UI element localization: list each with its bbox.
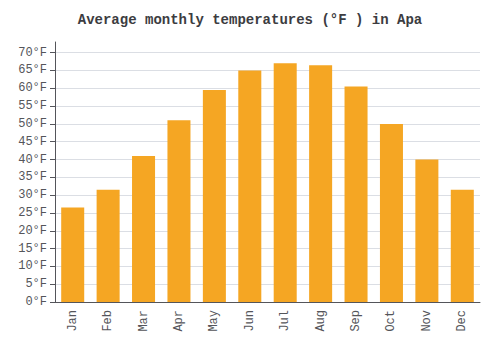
svg-text:70°F: 70°F bbox=[18, 46, 47, 60]
svg-text:Mar: Mar bbox=[137, 310, 151, 332]
svg-text:0°F: 0°F bbox=[25, 295, 47, 309]
svg-text:Nov: Nov bbox=[420, 310, 434, 332]
svg-text:Feb: Feb bbox=[101, 310, 115, 332]
svg-text:55°F: 55°F bbox=[18, 99, 47, 113]
svg-text:15°F: 15°F bbox=[18, 242, 47, 256]
svg-text:35°F: 35°F bbox=[18, 170, 47, 184]
svg-text:Aug: Aug bbox=[314, 310, 328, 332]
svg-text:Average monthly temperatures (: Average monthly temperatures (°F ) in Ap… bbox=[78, 12, 423, 28]
svg-text:65°F: 65°F bbox=[18, 63, 47, 77]
svg-text:45°F: 45°F bbox=[18, 135, 47, 149]
svg-text:Jan: Jan bbox=[66, 310, 80, 332]
svg-text:5°F: 5°F bbox=[25, 277, 47, 291]
svg-text:Sep: Sep bbox=[349, 310, 363, 332]
svg-text:40°F: 40°F bbox=[18, 153, 47, 167]
svg-text:May: May bbox=[207, 310, 221, 332]
svg-text:25°F: 25°F bbox=[18, 206, 47, 220]
svg-text:Jun: Jun bbox=[243, 310, 257, 332]
svg-text:Dec: Dec bbox=[455, 310, 469, 332]
svg-text:60°F: 60°F bbox=[18, 81, 47, 95]
svg-text:10°F: 10°F bbox=[18, 259, 47, 273]
svg-text:Apr: Apr bbox=[172, 310, 186, 332]
svg-text:20°F: 20°F bbox=[18, 224, 47, 238]
svg-text:30°F: 30°F bbox=[18, 188, 47, 202]
svg-text:Jul: Jul bbox=[278, 310, 292, 332]
svg-text:Oct: Oct bbox=[384, 310, 398, 332]
svg-text:50°F: 50°F bbox=[18, 117, 47, 131]
